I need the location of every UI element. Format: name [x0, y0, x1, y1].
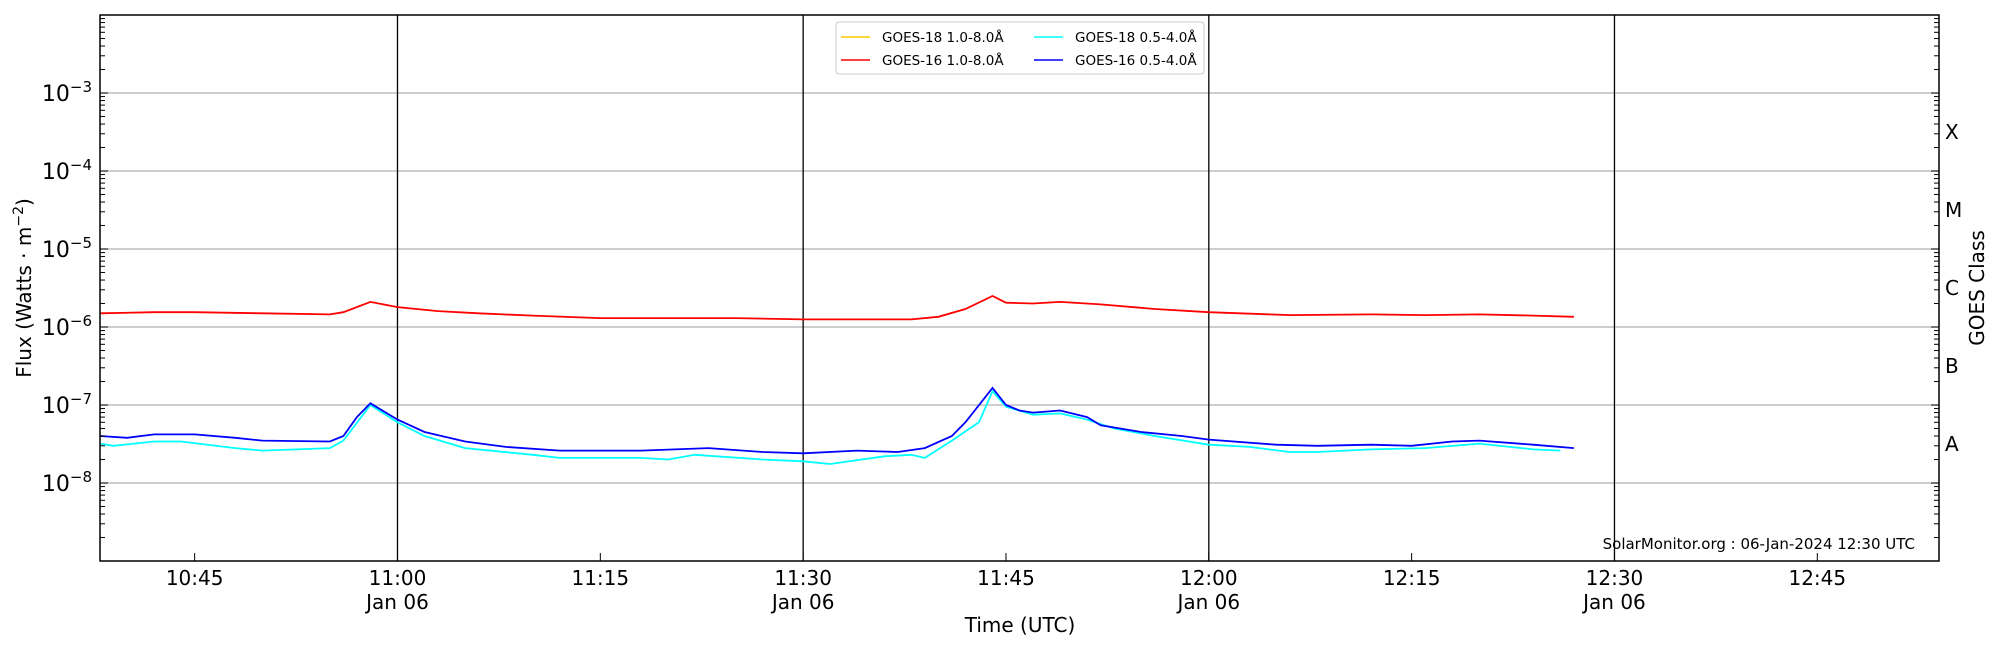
y-tick-label: 10−8 — [42, 468, 92, 497]
goes-class-label: B — [1945, 354, 1959, 378]
series-line — [99, 389, 1561, 465]
legend-box — [835, 21, 1205, 75]
x-tick-label: 10:45 — [166, 566, 224, 590]
x-tick-label: 11:30 — [774, 566, 832, 590]
x-tick-label: 12:00 — [1180, 566, 1238, 590]
x-tick-sublabel: Jan 06 — [364, 590, 429, 614]
watermark-annotation: SolarMonitor.org : 06-Jan-2024 12:30 UTC — [1603, 535, 1915, 553]
series-line — [99, 386, 1574, 455]
legend: GOES-18 1.0-8.0Å GOES-16 1.0-8.0Å GOES-18 … — [835, 21, 1205, 75]
y-axis: 10−8 10−7 10−6 10−5 10−4 10−3 — [42, 18, 1939, 562]
x-tick-label: 11:00 — [369, 566, 427, 590]
goes-class-label: X — [1945, 120, 1959, 144]
legend-label: GOES-18 0.5-4.0Å — [1075, 29, 1197, 46]
x-tick-label: 12:30 — [1586, 566, 1644, 590]
x-tick-sublabel: Jan 06 — [770, 590, 835, 614]
plot-frame — [99, 14, 1940, 562]
goes-class-axis-label: GOES Class — [1965, 230, 1989, 346]
x-tick-label: 11:45 — [977, 566, 1035, 590]
x-axis-label: Time (UTC) — [964, 613, 1076, 637]
x-tick-label: 11:15 — [571, 566, 629, 590]
x-tick-sublabel: Jan 06 — [1175, 590, 1240, 614]
y-tick-label: 10−6 — [42, 312, 92, 341]
series-line — [99, 294, 1574, 321]
series-lines — [99, 294, 1574, 465]
goes-class-label: A — [1945, 432, 1959, 456]
y-tick-label: 10−3 — [42, 78, 92, 107]
x-tick-label: 12:15 — [1383, 566, 1441, 590]
y-axis-label: Flux (Watts · m−2) — [11, 198, 36, 378]
x-tick-label: 12:45 — [1788, 566, 1846, 590]
grid-lines — [100, 92, 1939, 484]
goes-class-axis: A B C M X — [1945, 120, 1962, 456]
legend-label: GOES-16 0.5-4.0Å — [1075, 52, 1197, 69]
y-tick-label: 10−7 — [42, 390, 92, 419]
legend-label: GOES-16 1.0-8.0Å — [882, 52, 1004, 69]
legend-label: GOES-18 1.0-8.0Å — [882, 29, 1004, 46]
day-marker-lines — [396, 15, 1616, 561]
y-tick-label: 10−5 — [42, 234, 92, 263]
goes-class-label: C — [1945, 276, 1959, 300]
y-tick-label: 10−4 — [42, 156, 92, 185]
goes-class-label: M — [1945, 198, 1962, 222]
x-tick-sublabel: Jan 06 — [1581, 590, 1646, 614]
